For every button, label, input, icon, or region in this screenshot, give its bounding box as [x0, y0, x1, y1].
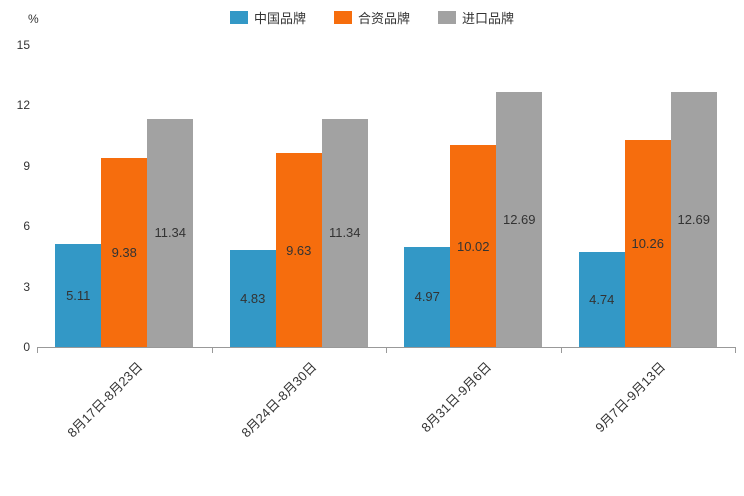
legend-label: 进口品牌 [462, 11, 515, 26]
bar-value-label: 9.63 [286, 242, 312, 258]
y-axis-tick-label: 6 [23, 219, 30, 234]
x-axis-tick-mark [37, 348, 38, 353]
legend-item-1[interactable]: 合资品牌 [333, 8, 410, 27]
bar-value-label: 4.83 [240, 290, 266, 306]
bar-value-label: 4.74 [589, 291, 615, 307]
bar-2-2: 12.69 [496, 91, 543, 347]
y-axis-unit-label: % [28, 12, 39, 26]
legend-marker-icon [438, 11, 456, 24]
bar-value-label: 11.34 [154, 225, 187, 241]
bar-value-label: 11.34 [328, 225, 361, 241]
y-axis-tick-label: 3 [23, 279, 30, 294]
bar-0-2: 4.97 [404, 246, 451, 347]
bar-1-3: 10.26 [624, 140, 671, 347]
x-axis-tick-mark [386, 348, 387, 353]
x-axis-tick-label: 9月7日-9月13日 [592, 359, 669, 436]
x-axis-tick-label: 8月17日-8月23日 [63, 359, 145, 441]
y-axis-tick-label: 0 [23, 340, 30, 354]
bar-2-0: 11.34 [147, 118, 194, 347]
bar-1-0: 9.38 [101, 158, 148, 347]
x-axis-tick-mark [735, 348, 736, 353]
bar-0-0: 5.11 [55, 244, 102, 347]
bar-2-3: 12.69 [670, 91, 717, 347]
bar-2-1: 11.34 [321, 118, 368, 347]
chart-legend: 中国品牌 合资品牌 进口品牌 [0, 8, 744, 27]
legend-marker-icon [333, 11, 352, 24]
bar-value-label: 10.26 [631, 236, 665, 252]
bar-1-2: 10.02 [450, 145, 497, 347]
x-axis-tick-mark [560, 348, 562, 353]
bar-value-label: 5.11 [66, 288, 91, 304]
bar-value-label: 9.38 [111, 245, 137, 261]
x-axis-tick-label: 8月31日-9月6日 [417, 359, 494, 436]
bar-0-1: 4.83 [229, 249, 276, 347]
y-axis-tick-label: 15 [16, 38, 30, 52]
legend-label: 合资品牌 [357, 11, 410, 26]
x-axis-tick-label: 8月24日-8月30日 [238, 359, 320, 441]
y-axis-tick-label: 12 [16, 98, 30, 113]
x-axis-line [37, 347, 736, 348]
bar-0-3: 4.74 [578, 251, 625, 347]
x-axis-tick-mark [211, 348, 213, 353]
legend-marker-icon [229, 11, 248, 24]
bar-value-label: 12.69 [677, 211, 711, 227]
bar-1-1: 9.63 [275, 153, 322, 347]
bar-value-label: 4.97 [414, 289, 440, 305]
bar-value-label: 10.02 [456, 238, 490, 254]
y-axis-tick-label: 9 [23, 158, 30, 173]
bar-value-label: 12.69 [502, 211, 536, 227]
legend-item-0[interactable]: 中国品牌 [229, 8, 306, 27]
legend-label: 中国品牌 [253, 11, 306, 26]
legend-item-2[interactable]: 进口品牌 [438, 8, 514, 27]
